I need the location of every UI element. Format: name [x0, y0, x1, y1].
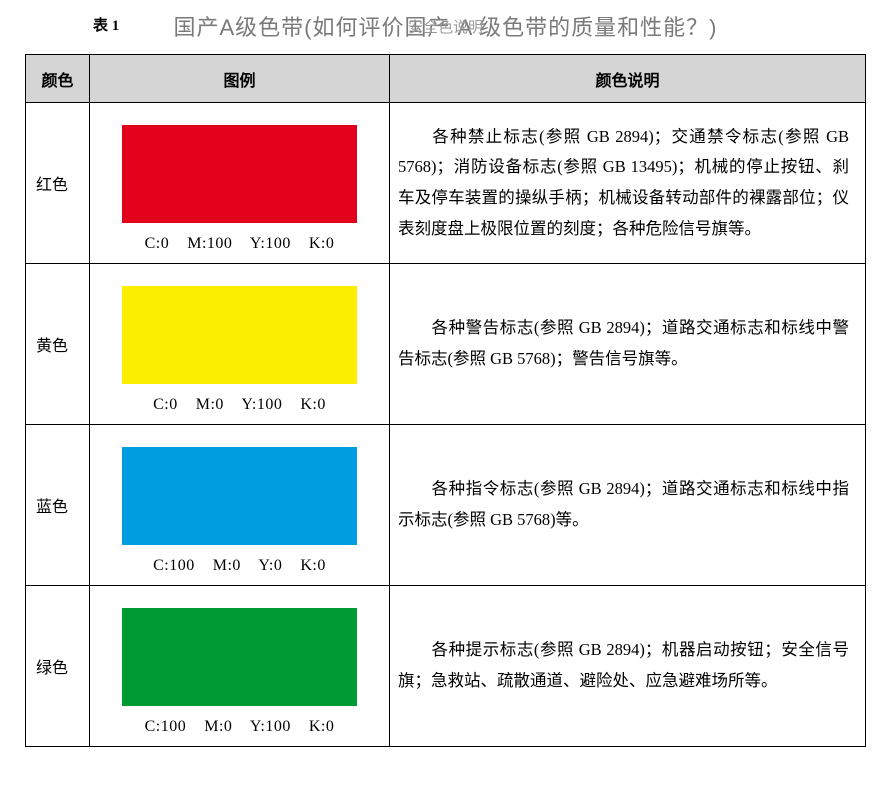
table-number: 表 1: [93, 14, 119, 35]
page-title: 国产A级色带(如何评价国产 A 级色带的质量和性能？): [173, 15, 717, 40]
desc-cell: 各种警告标志(参照 GB 2894)；道路交通标志和标线中警告标志(参照 GB …: [390, 264, 866, 425]
desc-cell: 各种提示标志(参照 GB 2894)；机器启动按钮；安全信号旗；急救站、疏散通道…: [390, 586, 866, 747]
swatch-cell: C:0 M:100 Y:100 K:0: [90, 103, 390, 264]
color-swatch-yellow: [122, 286, 357, 384]
swatch-cell: C:100 M:0 Y:100 K:0: [90, 586, 390, 747]
table-row: 红色 C:0 M:100 Y:100 K:0 各种禁止标志(参照 GB 2894…: [26, 103, 866, 264]
color-swatch-green: [122, 608, 357, 706]
swatch-cell: C:100 M:0 Y:0 K:0: [90, 425, 390, 586]
col-header-desc: 颜色说明: [390, 55, 866, 103]
color-table: 颜色 图例 颜色说明 红色 C:0 M:100 Y:100 K:0 各种禁止标志…: [25, 54, 866, 747]
color-name-cell: 红色: [26, 103, 90, 264]
swatch-cell: C:0 M:0 Y:100 K:0: [90, 264, 390, 425]
color-swatch-blue: [122, 447, 357, 545]
col-header-legend: 图例: [90, 55, 390, 103]
table-row: 蓝色 C:100 M:0 Y:0 K:0 各种指令标志(参照 GB 2894)；…: [26, 425, 866, 586]
desc-text: 各种警告标志(参照 GB 2894)；道路交通标志和标线中警告标志(参照 GB …: [398, 318, 849, 368]
desc-text: 各种禁止标志(参照 GB 2894)；交通禁令标志(参照 GB 5768)；消防…: [398, 127, 849, 238]
cmyk-label: C:100 M:0 Y:0 K:0: [100, 557, 379, 575]
desc-cell: 各种禁止标志(参照 GB 2894)；交通禁令标志(参照 GB 5768)；消防…: [390, 103, 866, 264]
cmyk-label: C:0 M:100 Y:100 K:0: [100, 235, 379, 253]
table-row: 绿色 C:100 M:0 Y:100 K:0 各种提示标志(参照 GB 2894…: [26, 586, 866, 747]
desc-text: 各种指令标志(参照 GB 2894)；道路交通标志和标线中指示标志(参照 GB …: [398, 479, 849, 529]
cmyk-label: C:0 M:0 Y:100 K:0: [100, 396, 379, 414]
color-swatch-red: [122, 125, 357, 223]
desc-text: 各种提示标志(参照 GB 2894)；机器启动按钮；安全信号旗；急救站、疏散通道…: [398, 640, 849, 690]
table-header-row: 颜色 图例 颜色说明: [26, 55, 866, 103]
desc-cell: 各种指令标志(参照 GB 2894)；道路交通标志和标线中指示标志(参照 GB …: [390, 425, 866, 586]
table-row: 黄色 C:0 M:0 Y:100 K:0 各种警告标志(参照 GB 2894)；…: [26, 264, 866, 425]
color-name-cell: 蓝色: [26, 425, 90, 586]
col-header-color: 颜色: [26, 55, 90, 103]
cmyk-label: C:100 M:0 Y:100 K:0: [100, 718, 379, 736]
color-name-cell: 黄色: [26, 264, 90, 425]
color-name-cell: 绿色: [26, 586, 90, 747]
title-area: 表 1 国产A级色带(如何评价国产 A 级色带的质量和性能？) 安全色说明: [25, 10, 866, 42]
